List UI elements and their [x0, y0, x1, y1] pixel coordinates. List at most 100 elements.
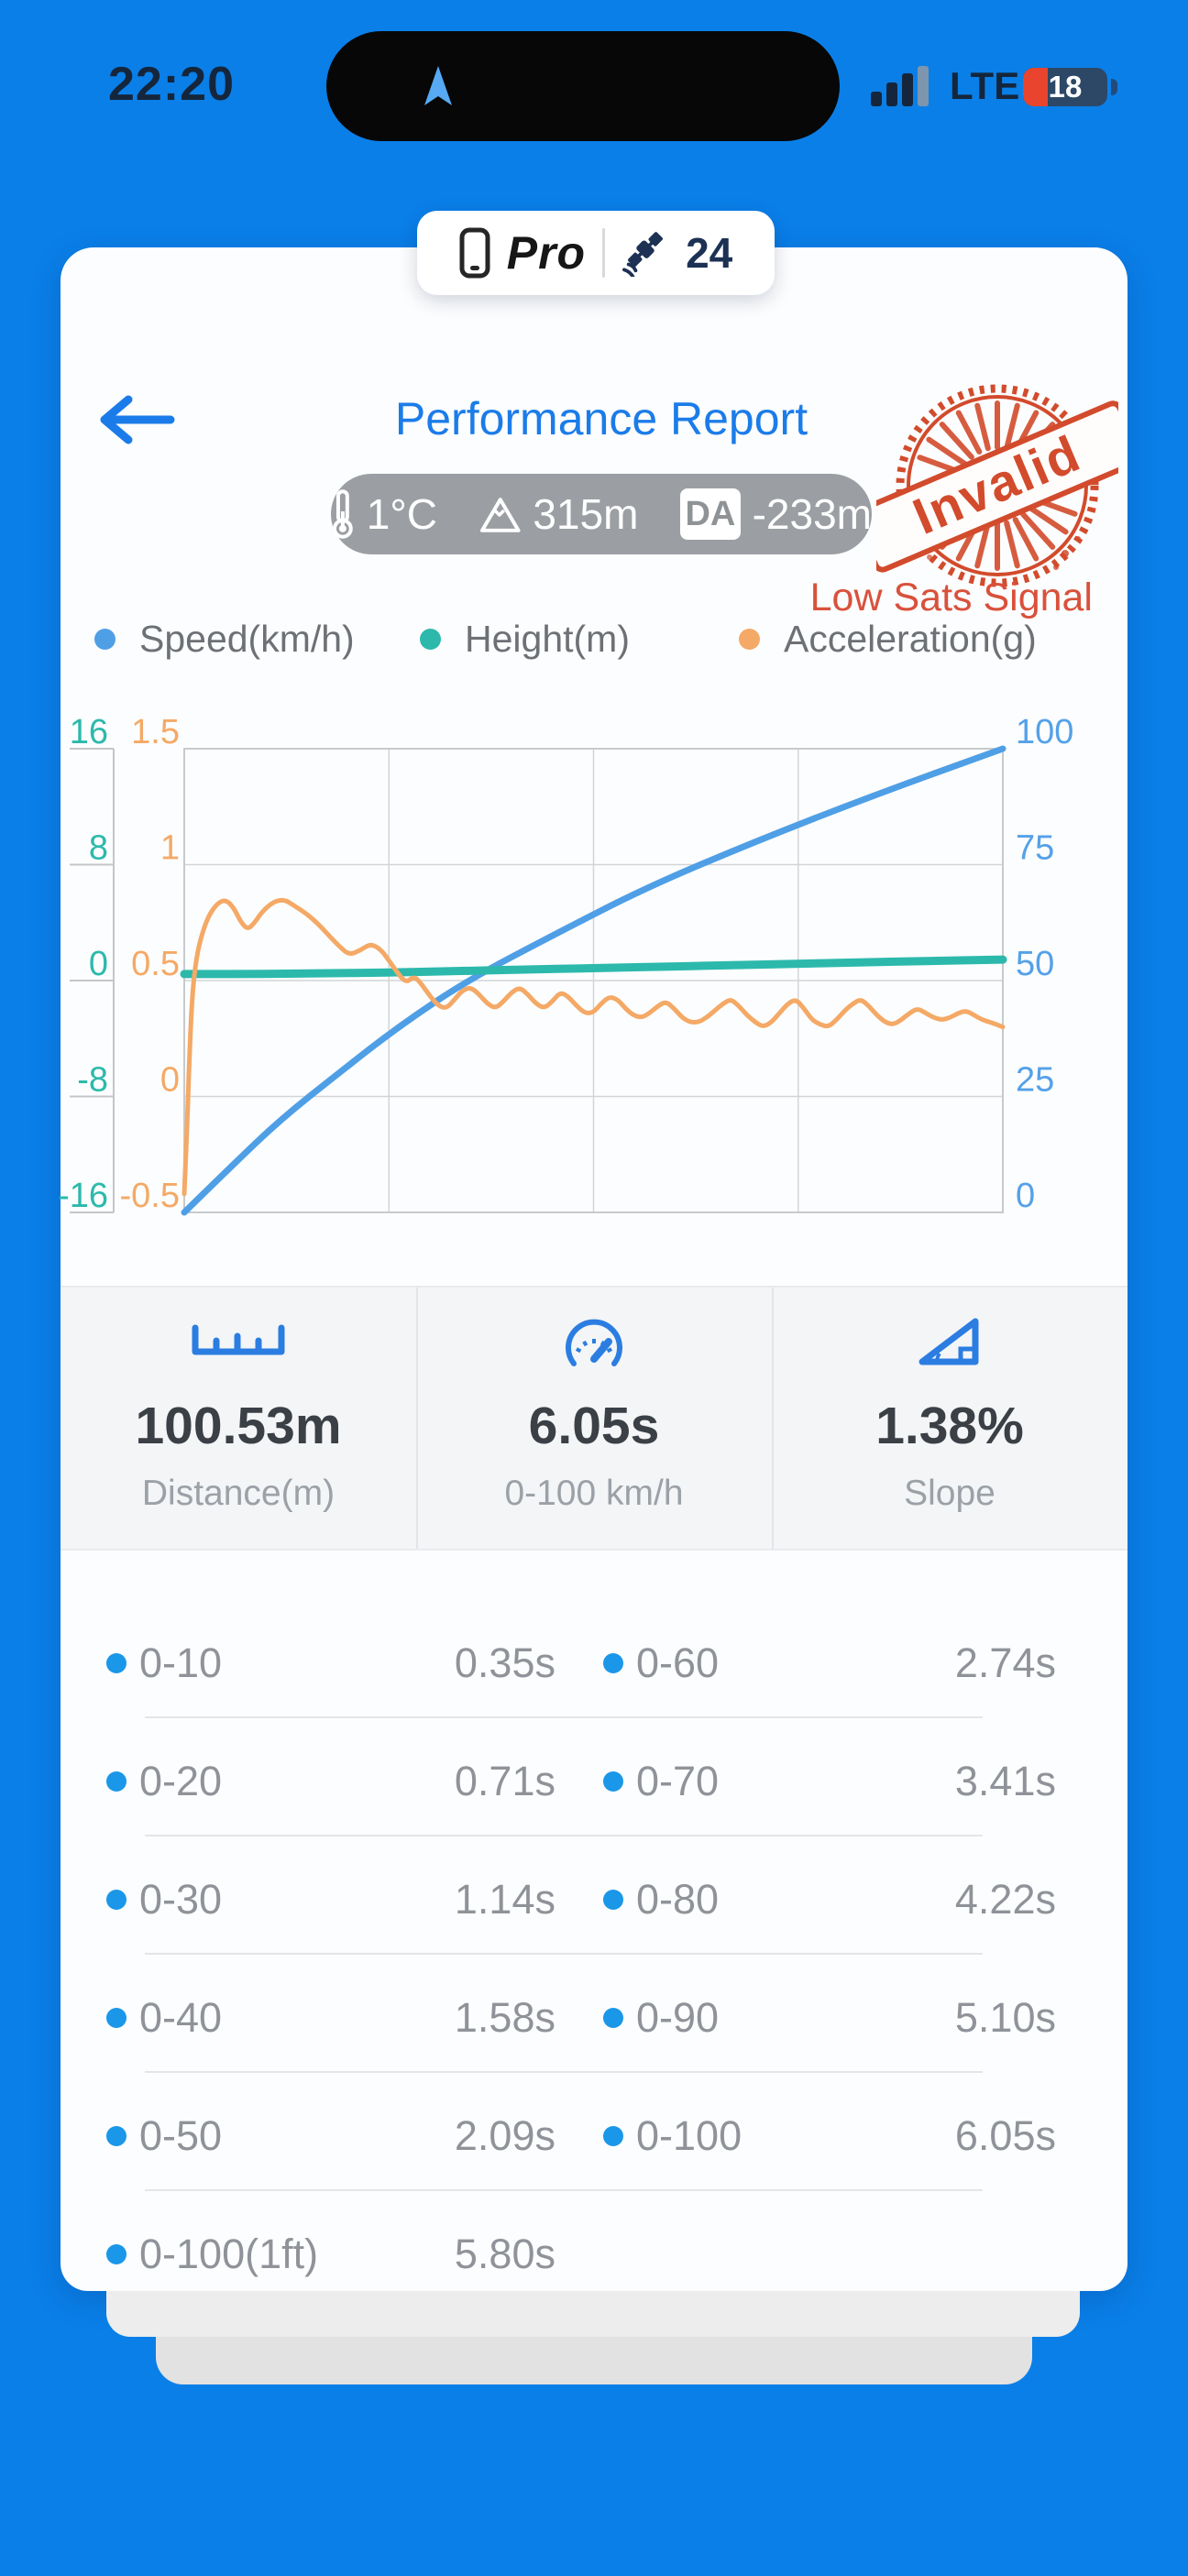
- legend-label: Height(m): [465, 617, 630, 660]
- table-row: 0-50 2.09s 0-100 6.05s: [60, 2103, 1128, 2169]
- axis-tick-label: 25: [1016, 1061, 1054, 1100]
- thermometer-icon: [332, 489, 353, 539]
- row-divider: [145, 1953, 983, 1955]
- axis-tick-label: 0: [1016, 1177, 1035, 1215]
- temperature-value: 1°C: [366, 490, 437, 538]
- axis-tick-label: 8: [89, 829, 108, 868]
- row-divider: [145, 2071, 983, 2073]
- battery-fill: [1023, 68, 1048, 106]
- bullet-dot-icon: [603, 2126, 623, 2146]
- bullet-dot-icon: [603, 1653, 623, 1673]
- table-row: 0-30 1.14s 0-80 4.22s: [60, 1867, 1128, 1933]
- time-value: 2.74s: [954, 1639, 1056, 1686]
- dynamic-island: [326, 31, 840, 141]
- mountain-icon: [479, 498, 521, 532]
- density-altitude-value: -233m: [752, 490, 872, 538]
- row-divider: [145, 1835, 983, 1836]
- altitude-value: 315m: [533, 490, 639, 538]
- stat-divider: [772, 1288, 774, 1549]
- axis-tick-label: 0: [160, 1061, 180, 1100]
- legend-item-height: Height(m): [420, 616, 630, 662]
- axis-tick-label: -16: [58, 1177, 108, 1215]
- time-value: 5.80s: [454, 2231, 556, 2277]
- back-arrow-icon[interactable]: [92, 392, 176, 447]
- axis-tick-label: 50: [1016, 945, 1054, 983]
- stat-slope: 1.38% Slope: [772, 1288, 1128, 1549]
- interval-label: 0-100: [636, 2112, 742, 2159]
- slope-icon: [772, 1310, 1128, 1371]
- phone-icon: [459, 227, 490, 279]
- interval-label: 0-80: [636, 1876, 720, 1923]
- stat-zero-to-hundred: 6.05s 0-100 km/h: [416, 1288, 772, 1549]
- interval-label: 0-40: [139, 1994, 223, 2041]
- bullet-dot-icon: [106, 2126, 126, 2146]
- battery-icon: 18: [1023, 68, 1107, 106]
- interval-label: 0-70: [636, 1758, 720, 1804]
- accel-time-value: 6.05s: [528, 1397, 660, 1455]
- ruler-icon: [60, 1310, 416, 1371]
- performance-chart: 16 8 0 -8 -16 1.5 1 0.5 0 -0.5 100 75 50 25 0: [58, 713, 1073, 1216]
- legend-item-speed: Speed(km/h): [94, 616, 355, 662]
- row-divider: [145, 1716, 983, 1718]
- network-type-label: LTE: [950, 64, 1020, 107]
- time-value: 5.10s: [954, 1994, 1056, 2041]
- interval-label: 0-60: [636, 1639, 720, 1686]
- badge-divider: [602, 228, 606, 278]
- density-altitude-badge: DA: [680, 488, 741, 540]
- invalid-stamp: Invalid: [876, 384, 1118, 587]
- legend-label: Speed(km/h): [139, 617, 355, 660]
- stacked-card-1: [106, 2291, 1080, 2337]
- axis-tick-label: -0.5: [120, 1177, 180, 1215]
- slope-label: Slope: [904, 1474, 996, 1513]
- bullet-dot-icon: [603, 2008, 623, 2028]
- navigation-arrow-icon: [424, 66, 452, 105]
- axis-tick-label: 75: [1016, 829, 1054, 868]
- stat-distance: 100.53m Distance(m): [60, 1288, 416, 1549]
- bullet-dot-icon: [106, 2244, 126, 2264]
- axis-tick-label: 1: [160, 829, 180, 868]
- row-divider: [145, 2189, 983, 2191]
- interval-label: 0-30: [139, 1876, 223, 1923]
- bullet-dot-icon: [106, 2008, 126, 2028]
- bullet-dot-icon: [603, 1890, 623, 1910]
- interval-label: 0-10: [139, 1639, 223, 1686]
- bullet-dot-icon: [106, 1890, 126, 1910]
- time-value: 0.71s: [454, 1758, 556, 1804]
- acceleration-dot-icon: [739, 628, 760, 650]
- series-line-speed: [181, 745, 1006, 1216]
- battery-cap: [1111, 79, 1117, 95]
- table-row: 0-10 0.35s 0-60 2.74s: [60, 1630, 1128, 1696]
- interval-label: 0-90: [636, 1994, 720, 2041]
- battery-percent: 18: [1048, 70, 1083, 104]
- bullet-dot-icon: [106, 1771, 126, 1792]
- table-row: 0-100(1ft) 5.80s: [60, 2221, 1128, 2287]
- axis-tick-label: 16: [70, 713, 108, 751]
- time-value: 1.14s: [454, 1876, 556, 1923]
- axis-tick-label: 0.5: [131, 945, 180, 983]
- accel-time-label: 0-100 km/h: [504, 1474, 684, 1513]
- time-value: 6.05s: [954, 2112, 1056, 2159]
- time-value: 0.35s: [454, 1639, 556, 1686]
- table-row: 0-20 0.71s 0-70 3.41s: [60, 1748, 1128, 1814]
- legend-item-acceleration: Acceleration(g): [739, 616, 1037, 662]
- signal-bars-icon: [871, 66, 929, 106]
- bullet-dot-icon: [603, 1771, 623, 1792]
- low-sats-warning: Low Sats Signal: [809, 575, 1093, 619]
- height-dot-icon: [420, 628, 441, 650]
- stacked-card-2: [156, 2337, 1032, 2384]
- table-row: 0-40 1.58s 0-90 5.10s: [60, 1985, 1128, 2051]
- satellite-icon: [622, 232, 664, 277]
- interval-label: 0-20: [139, 1758, 223, 1804]
- distance-value: 100.53m: [135, 1397, 342, 1455]
- pro-device-badge[interactable]: Pro 24: [417, 211, 775, 295]
- series-line-height: [180, 955, 1007, 979]
- report-card: [60, 247, 1128, 2291]
- conditions-pill: 1°C 315m DA -233m: [331, 474, 872, 554]
- interval-label: 0-50: [139, 2112, 223, 2159]
- speed-dot-icon: [94, 628, 116, 650]
- interval-label: 0-100(1ft): [139, 2231, 319, 2277]
- series-line-accel: [182, 897, 1006, 1197]
- distance-label: Distance(m): [141, 1474, 336, 1513]
- status-time: 22:20: [108, 58, 235, 111]
